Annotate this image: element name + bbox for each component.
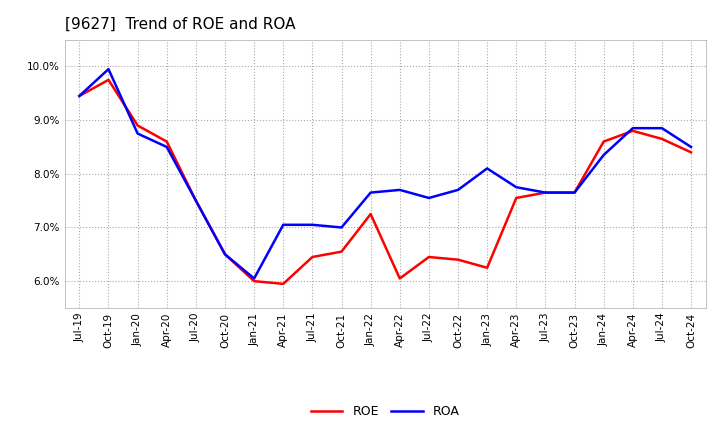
- ROA: [629, 125, 637, 131]
- Line: ROE: ROE: [79, 80, 691, 284]
- ROE: [104, 77, 113, 82]
- ROE: [220, 252, 229, 257]
- ROE: [657, 136, 666, 142]
- ROE: [541, 190, 550, 195]
- ROE: [629, 128, 637, 133]
- ROA: [483, 166, 492, 171]
- Legend: ROE, ROA: ROE, ROA: [306, 400, 464, 423]
- ROE: [454, 257, 462, 262]
- ROA: [657, 125, 666, 131]
- ROE: [163, 139, 171, 144]
- ROE: [250, 279, 258, 284]
- ROE: [599, 139, 608, 144]
- ROA: [163, 144, 171, 150]
- ROA: [425, 195, 433, 201]
- ROA: [541, 190, 550, 195]
- Line: ROA: ROA: [79, 69, 691, 279]
- ROA: [75, 93, 84, 99]
- ROA: [104, 66, 113, 72]
- ROE: [192, 198, 200, 203]
- ROE: [425, 254, 433, 260]
- ROE: [687, 150, 696, 155]
- ROA: [687, 144, 696, 150]
- ROE: [279, 281, 287, 286]
- Text: [9627]  Trend of ROE and ROA: [9627] Trend of ROE and ROA: [65, 16, 295, 32]
- ROA: [366, 190, 375, 195]
- ROA: [133, 131, 142, 136]
- ROA: [599, 152, 608, 158]
- ROE: [570, 190, 579, 195]
- ROA: [250, 276, 258, 281]
- ROE: [337, 249, 346, 254]
- ROA: [220, 252, 229, 257]
- ROA: [279, 222, 287, 227]
- ROA: [395, 187, 404, 193]
- ROA: [192, 198, 200, 203]
- ROE: [395, 276, 404, 281]
- ROA: [570, 190, 579, 195]
- ROE: [133, 123, 142, 128]
- ROE: [366, 211, 375, 216]
- ROA: [512, 185, 521, 190]
- ROE: [75, 93, 84, 99]
- ROA: [337, 225, 346, 230]
- ROE: [308, 254, 317, 260]
- ROA: [454, 187, 462, 193]
- ROA: [308, 222, 317, 227]
- ROE: [512, 195, 521, 201]
- ROE: [483, 265, 492, 270]
